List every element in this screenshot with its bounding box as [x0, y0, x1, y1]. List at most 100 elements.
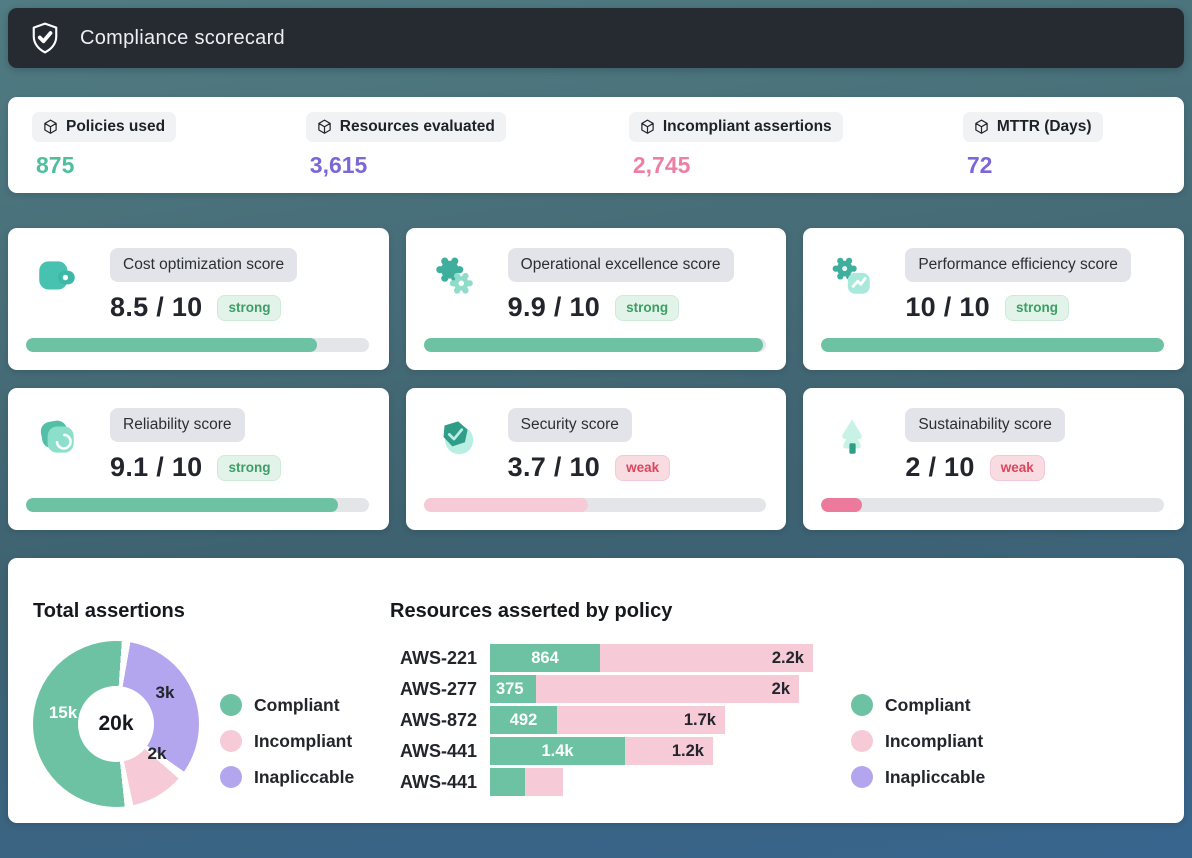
score-value: 10 / 10	[905, 292, 990, 322]
score-card-5: Sustainability score 2 / 10 weak	[803, 388, 1184, 530]
compliant-value: 1.4k	[541, 741, 574, 760]
score-progress-track	[26, 498, 369, 512]
score-card-1: Operational excellence score 9.9 / 10 stro…	[405, 228, 787, 370]
stat-0: Policies used 875	[32, 111, 306, 179]
legend-dot	[851, 694, 873, 716]
score-progress-fill	[26, 498, 338, 512]
score-label-pill: Sustainability score	[905, 408, 1065, 442]
score-value: 3.7 / 10	[507, 452, 601, 482]
gears-icon	[432, 254, 478, 300]
legend-item-inapliccable: Inapliccable	[851, 766, 985, 788]
cube-icon	[640, 119, 655, 135]
stat-label: MTTR (Days)	[996, 117, 1092, 135]
bar-row-2: AWS-872 492 1.7k	[390, 706, 813, 734]
score-status-badge: strong	[615, 294, 680, 321]
analytics-card: Total assertions 15k 3k 2k 20k Compliant…	[8, 558, 1184, 823]
compliant-segment	[490, 768, 525, 796]
legend-label: Inapliccable	[254, 766, 355, 787]
app-header: Compliance scorecard	[8, 8, 1184, 68]
score-progress-track	[423, 498, 767, 512]
legend-dot	[220, 694, 242, 716]
score-status-badge: weak	[615, 454, 671, 481]
score-label-pill: Security score	[507, 408, 632, 442]
score-label-pill: Reliability score	[110, 408, 245, 442]
score-status-badge: strong	[1005, 294, 1069, 321]
donut-chart-title: Total assertions	[33, 600, 185, 622]
score-card-0: Cost optimization score 8.5 / 10 strong	[8, 228, 389, 370]
score-progress-track	[26, 338, 369, 352]
cube-icon	[43, 119, 58, 135]
total-assertions-donut-chart: 15k 3k 2k 20k	[33, 641, 199, 807]
score-card-top: Performance efficiency score 10 / 10 stron…	[819, 248, 1166, 323]
policy-label: AWS-872	[399, 709, 477, 730]
legend-item-inapliccable: Inapliccable	[220, 766, 354, 788]
score-label-pill: Performance efficiency score	[905, 248, 1131, 282]
incompliant-value: 2k	[771, 679, 790, 698]
legend-dot	[220, 730, 242, 752]
score-status-badge: strong	[217, 294, 282, 321]
stat-value: 2,745	[632, 151, 691, 178]
score-card-top: Operational excellence score 9.9 / 10 stro…	[422, 248, 769, 323]
score-grid: Cost optimization score 8.5 / 10 strong Ope…	[8, 228, 1184, 530]
score-card-top: Security score 3.7 / 10 weak	[422, 408, 769, 483]
compliant-value: 864	[531, 648, 559, 667]
score-progress-track	[821, 338, 1164, 352]
score-value: 8.5 / 10	[110, 292, 203, 322]
donut-center-total: 20k	[98, 712, 134, 735]
score-card-2: Performance efficiency score 10 / 10 stron…	[803, 228, 1184, 370]
stat-1: Resources evaluated 3,615	[305, 111, 629, 179]
score-progress-fill	[423, 498, 589, 512]
stat-value: 72	[966, 151, 993, 178]
stat-label: Policies used	[66, 117, 166, 135]
incompliant-value: 1.7k	[683, 710, 716, 729]
legend-item-incompliant: Incompliant	[851, 730, 985, 752]
score-label-pill: Operational excellence score	[507, 248, 734, 282]
score-card-top: Sustainability score 2 / 10 weak	[819, 408, 1166, 483]
legend-label: Compliant	[254, 694, 340, 715]
bar-chart-legend: Compliant Incompliant Inapliccable	[851, 694, 985, 788]
gear-chart-icon	[829, 254, 875, 300]
bar-row-0: AWS-221 864 2.2k	[390, 644, 813, 672]
score-progress-track	[821, 498, 1164, 512]
bar-row-4: AWS-441	[390, 768, 813, 796]
incompliant-segment	[525, 768, 563, 796]
legend-label: Compliant	[885, 694, 971, 715]
legend-label: Inapliccable	[885, 766, 986, 787]
incompliant-segment: 1.2k	[625, 737, 713, 765]
incompliant-value: 2.2k	[771, 648, 804, 667]
stat-label-pill: Resources evaluated	[305, 111, 506, 142]
policy-label: AWS-441	[399, 771, 477, 792]
donut-slice-label-inapliccable: 3k	[155, 683, 175, 702]
score-value: 9.9 / 10	[507, 292, 601, 322]
legend-dot	[851, 730, 873, 752]
bar-row-3: AWS-441 1.4k 1.2k	[390, 737, 813, 765]
score-progress-fill	[423, 338, 763, 352]
score-card-3: Reliability score 9.1 / 10 strong	[8, 388, 389, 530]
score-progress-fill	[821, 338, 1164, 352]
legend-label: Incompliant	[885, 730, 984, 751]
cube-icon	[974, 119, 989, 135]
score-card-4: Security score 3.7 / 10 weak	[405, 388, 787, 530]
compliant-segment: 375	[490, 675, 536, 703]
bar-chart-title: Resources asserted by policy	[390, 600, 673, 622]
policy-label: AWS-221	[399, 647, 477, 668]
bar-row-1: AWS-277 375 2k	[390, 675, 813, 703]
compliant-value: 492	[509, 710, 538, 729]
score-card-top: Cost optimization score 8.5 / 10 strong	[24, 248, 371, 323]
compliant-segment: 492	[490, 706, 557, 734]
incompliant-segment: 2.2k	[600, 644, 813, 672]
page-title: Compliance scorecard	[80, 26, 285, 49]
resources-bar-chart: AWS-221 864 2.2k AWS-277 375 2k AWS-872 492 1.7k…	[390, 644, 813, 799]
score-progress-fill	[821, 498, 863, 512]
incompliant-segment: 1.7k	[557, 706, 725, 734]
stat-2: Incompliant assertions 2,745	[628, 111, 963, 179]
stacked-squares-icon	[34, 414, 80, 460]
score-status-badge: strong	[217, 454, 282, 481]
stat-value: 875	[36, 151, 75, 178]
legend-item-compliant: Compliant	[851, 694, 985, 716]
stat-label-pill: Incompliant assertions	[628, 111, 843, 142]
score-value: 9.1 / 10	[110, 452, 203, 482]
donut-slice-label-compliant: 15k	[48, 703, 78, 722]
incompliant-segment: 2k	[536, 675, 799, 703]
wallet-icon	[34, 254, 80, 300]
